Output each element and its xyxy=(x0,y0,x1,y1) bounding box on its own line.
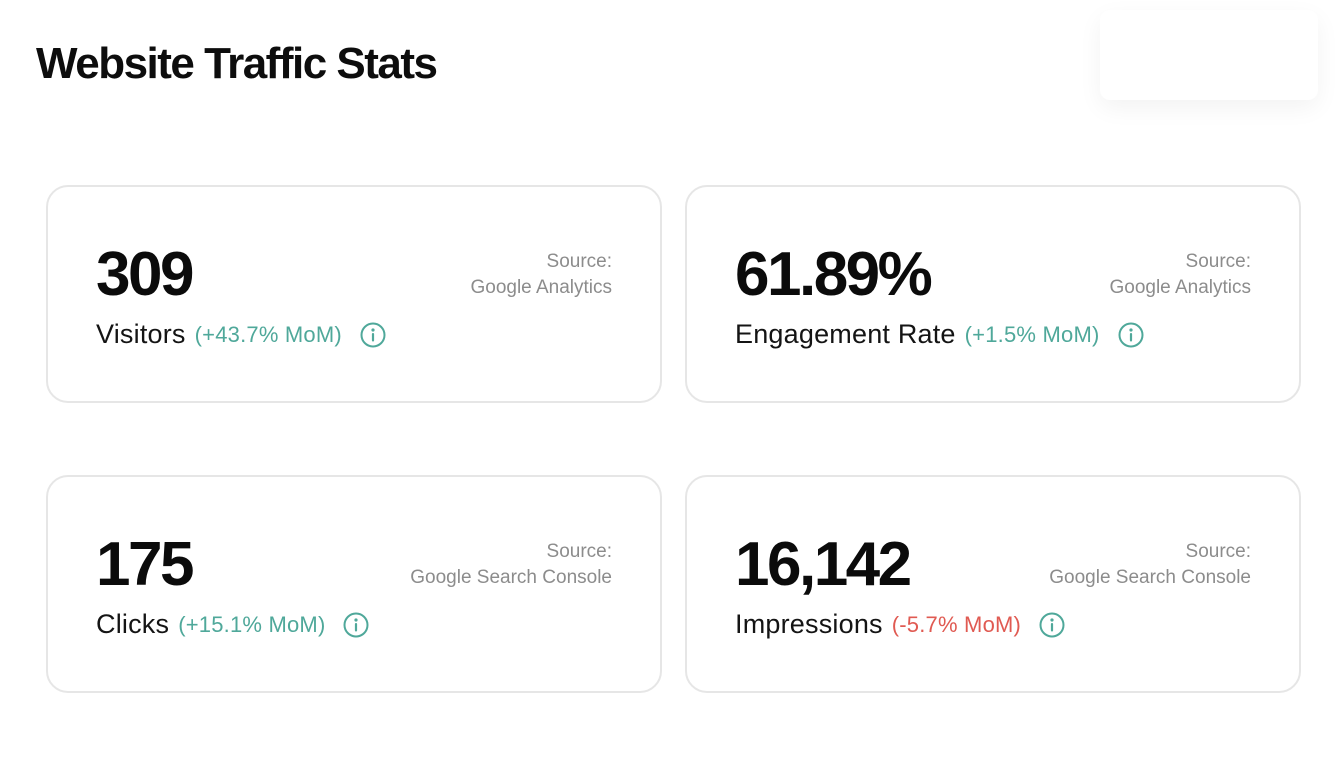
metric-value: 175 xyxy=(96,530,194,599)
source-label: Source: xyxy=(546,251,612,272)
source-info: Source: Google Search Console xyxy=(1049,539,1251,591)
stat-card-visitors: 309 Source: Google Analytics Visitors (+… xyxy=(46,185,662,403)
source-name: Google Search Console xyxy=(410,567,612,588)
info-icon[interactable] xyxy=(1039,612,1065,638)
metric-label-row: Impressions (-5.7% MoM) xyxy=(735,609,1065,640)
source-info: Source: Google Analytics xyxy=(470,249,612,301)
stat-card-engagement-rate: 61.89% Source: Google Analytics Engageme… xyxy=(685,185,1301,403)
source-name: Google Analytics xyxy=(1109,277,1251,298)
source-label: Source: xyxy=(546,541,612,562)
metric-change: (-5.7% MoM) xyxy=(891,611,1022,637)
metric-label: Impressions xyxy=(735,609,883,639)
metric-label-row: Clicks (+15.1% MoM) xyxy=(96,609,369,640)
metric-label: Engagement Rate xyxy=(735,319,956,349)
metric-change: (+1.5% MoM) xyxy=(964,321,1100,347)
stat-card-clicks: 175 Source: Google Search Console Clicks… xyxy=(46,475,662,693)
metric-value: 61.89% xyxy=(735,240,933,309)
source-name: Google Search Console xyxy=(1049,567,1251,588)
metric-label: Clicks xyxy=(96,609,170,639)
metric-change: (+15.1% MoM) xyxy=(178,611,326,637)
metric-value: 309 xyxy=(96,240,194,309)
info-icon[interactable] xyxy=(1118,322,1144,348)
stat-card-impressions: 16,142 Source: Google Search Console Imp… xyxy=(685,475,1301,693)
source-label: Source: xyxy=(1185,251,1251,272)
page-title: Website Traffic Stats xyxy=(36,39,438,88)
metric-label-row: Engagement Rate (+1.5% MoM) xyxy=(735,319,1144,350)
metric-label-row: Visitors (+43.7% MoM) xyxy=(96,319,386,350)
source-info: Source: Google Analytics xyxy=(1109,249,1251,301)
info-icon[interactable] xyxy=(343,612,369,638)
source-label: Source: xyxy=(1185,541,1251,562)
source-info: Source: Google Search Console xyxy=(410,539,612,591)
metric-change: (+43.7% MoM) xyxy=(194,321,342,347)
source-name: Google Analytics xyxy=(470,277,612,298)
metric-value: 16,142 xyxy=(735,530,912,599)
metric-label: Visitors xyxy=(96,319,186,349)
info-icon[interactable] xyxy=(360,322,386,348)
header-panel xyxy=(1100,10,1318,100)
